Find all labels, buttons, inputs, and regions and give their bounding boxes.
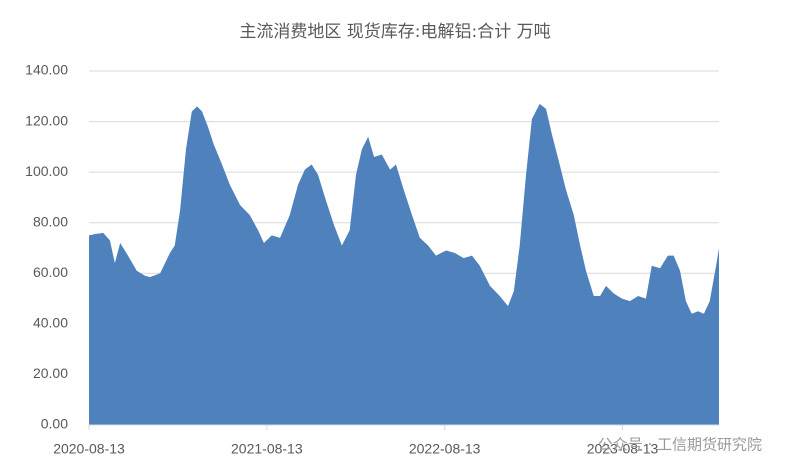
y-tick-label: 40.00 xyxy=(33,315,68,331)
y-tick-label: 120.00 xyxy=(25,112,68,128)
y-tick-label: 100.00 xyxy=(25,163,68,179)
chart-title: 主流消费地区 现货库存:电解铝:合计 万吨 xyxy=(239,22,550,42)
y-tick-label: 0.00 xyxy=(41,416,68,432)
watermark: 公众号 · 工信期货研究院 xyxy=(598,436,762,454)
y-tick-label: 140.00 xyxy=(25,62,68,78)
y-tick-label: 20.00 xyxy=(33,365,68,381)
x-tick-label: 2022-08-13 xyxy=(409,441,481,457)
x-tick-label: 2020-08-13 xyxy=(53,441,125,457)
y-tick-label: 80.00 xyxy=(33,213,68,229)
x-tick-label: 2021-08-13 xyxy=(231,441,303,457)
y-tick-label: 60.00 xyxy=(33,264,68,280)
x-tick-label: 2023-08-13 xyxy=(587,441,659,457)
area xyxy=(89,103,719,426)
